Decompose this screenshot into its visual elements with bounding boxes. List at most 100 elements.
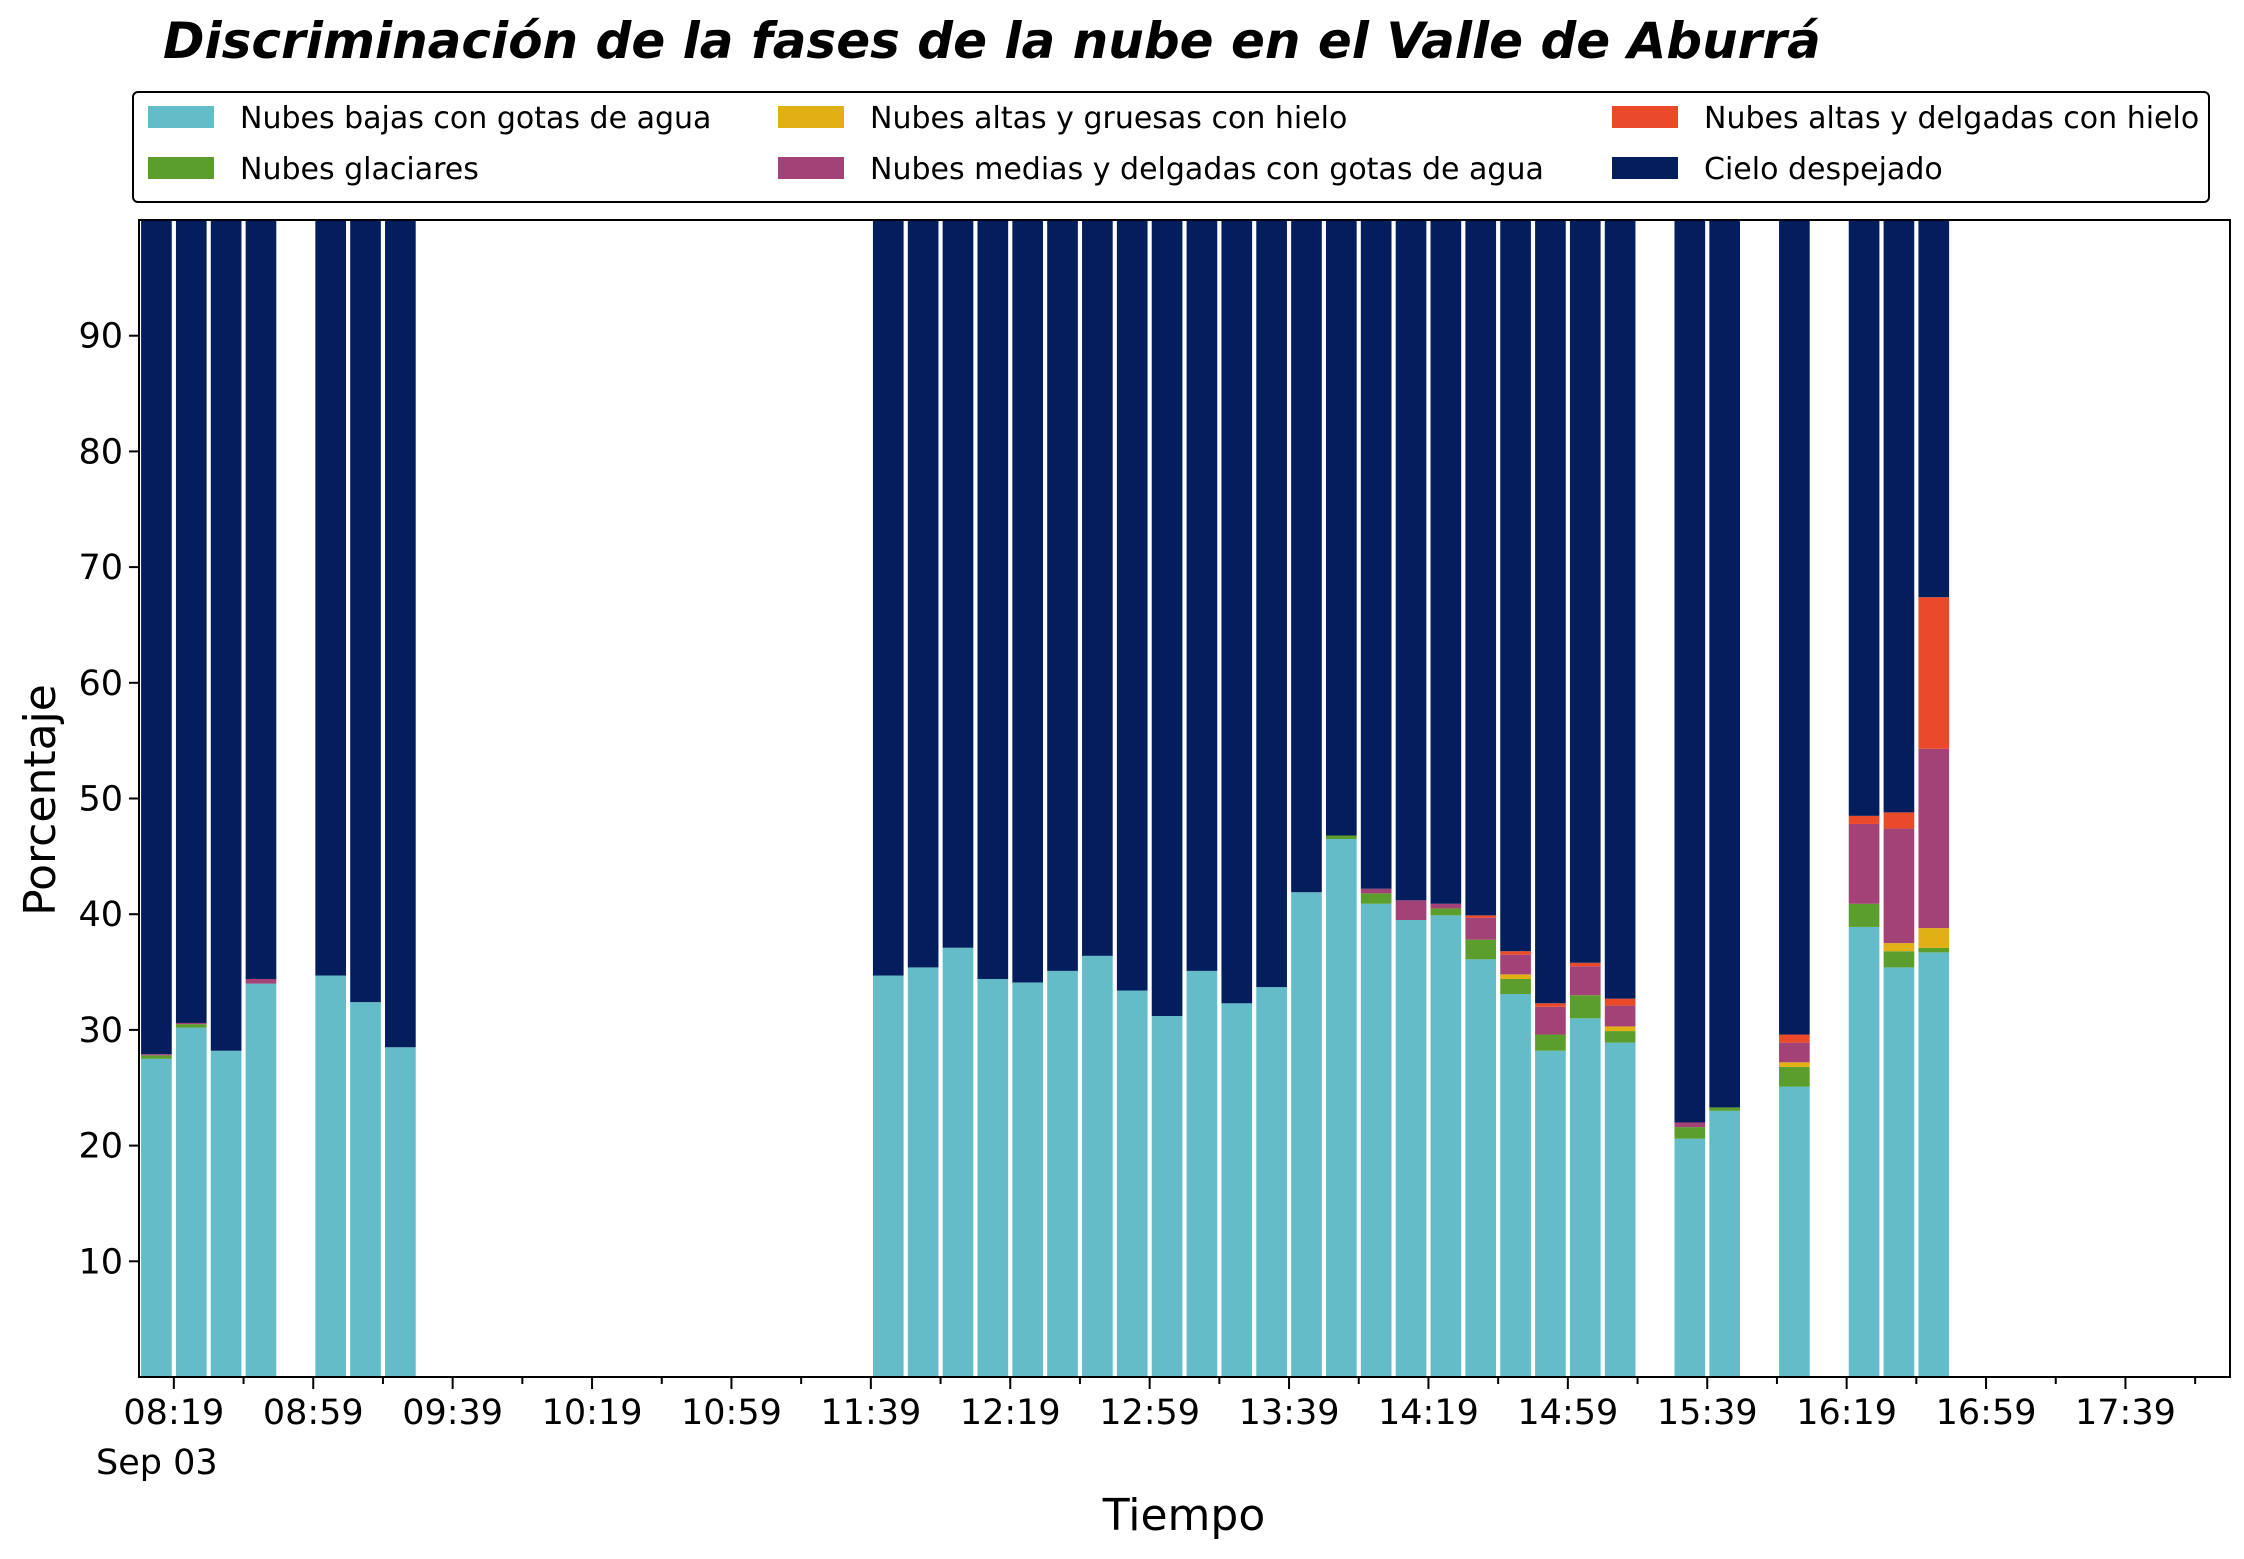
x-axis: 08:19 08:59 09:39 10:19 10:59 11:39 12:19 12:59… xyxy=(123,1377,2197,1433)
bar-14:14 xyxy=(1395,220,1427,1377)
bar-12:24 xyxy=(1012,220,1044,1377)
bar-14:24 xyxy=(1430,220,1462,1377)
y-axis: 10 20 30 40 50 60 70 80 90 xyxy=(78,317,139,1282)
legend-label: Nubes altas y gruesas con hielo xyxy=(870,101,1347,136)
bar-12:34 xyxy=(1047,220,1078,1377)
bar-12:14 xyxy=(977,220,1009,1377)
bar-segment-2 xyxy=(1918,947,1950,953)
bar-segment-6 xyxy=(1151,220,1183,1017)
bar-08:44 xyxy=(245,220,277,1377)
legend-swatch xyxy=(1612,106,1678,128)
bar-13:04 xyxy=(1151,220,1183,1377)
legend-item: Nubes altas y delgadas con hielo xyxy=(1612,101,2199,136)
bar-segment-1 xyxy=(1430,915,1462,1377)
x-tick-label: 15:39 xyxy=(1657,1393,1758,1433)
bar-segment-6 xyxy=(942,220,974,948)
bar-segment-1 xyxy=(1256,987,1287,1377)
bar-segment-5 xyxy=(1918,597,1950,749)
bar-segment-6 xyxy=(210,220,242,1051)
bar-segment-1 xyxy=(385,1047,416,1377)
legend-swatch xyxy=(148,157,214,179)
bar-segment-6 xyxy=(1360,220,1392,889)
x-tick-label: 10:59 xyxy=(681,1393,782,1433)
bar-segment-6 xyxy=(1430,220,1462,904)
x-tick-label: 16:19 xyxy=(1796,1393,1897,1433)
x-tick-label: 09:39 xyxy=(402,1393,503,1433)
bar-14:04 xyxy=(1360,220,1392,1377)
bar-segment-4 xyxy=(1848,823,1880,904)
bar-15:34 xyxy=(1674,220,1706,1377)
bar-segment-2 xyxy=(1604,1031,1636,1043)
bar-segment-3 xyxy=(1500,974,1531,979)
bar-segment-1 xyxy=(175,1027,207,1377)
bar-segment-5 xyxy=(1465,915,1497,918)
bar-segment-6 xyxy=(1012,220,1044,983)
bar-segment-1 xyxy=(141,1058,172,1377)
bar-segment-2 xyxy=(1674,1127,1706,1139)
bar-08:34 xyxy=(210,220,242,1377)
bar-segment-5 xyxy=(1604,998,1636,1006)
bar-09:04 xyxy=(315,220,347,1377)
legend-swatch xyxy=(1612,157,1678,179)
bar-segment-6 xyxy=(1465,220,1497,916)
bar-12:44 xyxy=(1082,220,1113,1377)
x-tick-label: 14:19 xyxy=(1378,1393,1479,1433)
bar-segment-1 xyxy=(1325,839,1357,1377)
plot-area xyxy=(139,220,2230,1377)
bar-segment-6 xyxy=(1604,220,1636,999)
bar-segment-4 xyxy=(245,978,277,984)
bars-layer xyxy=(141,220,1950,1377)
legend-swatch xyxy=(778,157,844,179)
bar-segment-6 xyxy=(141,220,172,1055)
bar-segment-1 xyxy=(1569,1018,1601,1377)
bar-14:34 xyxy=(1465,220,1497,1377)
bar-segment-6 xyxy=(1291,220,1322,893)
bar-segment-1 xyxy=(1151,1016,1183,1377)
y-tick-label: 60 xyxy=(78,664,123,704)
bar-11:44 xyxy=(872,220,904,1377)
x-axis-label: Tiempo xyxy=(1102,1490,1266,1541)
bar-segment-1 xyxy=(1779,1086,1810,1377)
bar-segment-4 xyxy=(1883,828,1915,944)
bar-segment-1 xyxy=(1221,1003,1253,1377)
bar-segment-6 xyxy=(1569,220,1601,963)
bar-segment-5 xyxy=(1883,812,1915,829)
bar-segment-1 xyxy=(907,967,939,1377)
bar-segment-1 xyxy=(1604,1042,1636,1377)
y-tick-label: 20 xyxy=(78,1127,123,1167)
bar-14:54 xyxy=(1535,220,1566,1377)
bar-09:24 xyxy=(385,220,416,1377)
bar-segment-1 xyxy=(1047,970,1078,1377)
bar-16:04 xyxy=(1779,220,1810,1377)
bar-segment-2 xyxy=(1569,995,1601,1019)
bar-segment-2 xyxy=(1883,951,1915,968)
x-tick-label: 12:19 xyxy=(960,1393,1061,1433)
bar-segment-3 xyxy=(1604,1026,1636,1032)
bar-09:14 xyxy=(350,220,381,1377)
bar-segment-2 xyxy=(1360,893,1392,904)
bar-segment-6 xyxy=(1116,220,1148,991)
bar-segment-6 xyxy=(907,220,939,968)
x-tick-label: 12:59 xyxy=(1099,1393,1200,1433)
bar-segment-1 xyxy=(245,983,277,1377)
bar-segment-2 xyxy=(1779,1066,1810,1087)
bar-segment-2 xyxy=(1535,1034,1566,1051)
bar-segment-1 xyxy=(1709,1110,1741,1377)
x-tick-label: 10:19 xyxy=(542,1393,643,1433)
bar-12:04 xyxy=(942,220,974,1377)
bar-segment-6 xyxy=(1082,220,1113,956)
legend-item: Nubes bajas con gotas de agua xyxy=(148,101,711,136)
legend-item: Nubes altas y gruesas con hielo xyxy=(778,101,1347,136)
legend-swatch xyxy=(148,106,214,128)
y-tick-label: 10 xyxy=(78,1242,123,1282)
bar-segment-1 xyxy=(1883,967,1915,1377)
bar-14:44 xyxy=(1500,220,1531,1377)
bar-segment-1 xyxy=(1918,952,1950,1377)
legend-label: Nubes bajas con gotas de agua xyxy=(240,101,711,136)
bar-segment-6 xyxy=(175,220,207,1023)
bar-segment-6 xyxy=(1535,220,1566,1004)
bar-segment-2 xyxy=(1465,939,1497,960)
bar-segment-6 xyxy=(1918,220,1950,598)
legend-label: Nubes medias y delgadas con gotas de agu… xyxy=(870,152,1544,187)
